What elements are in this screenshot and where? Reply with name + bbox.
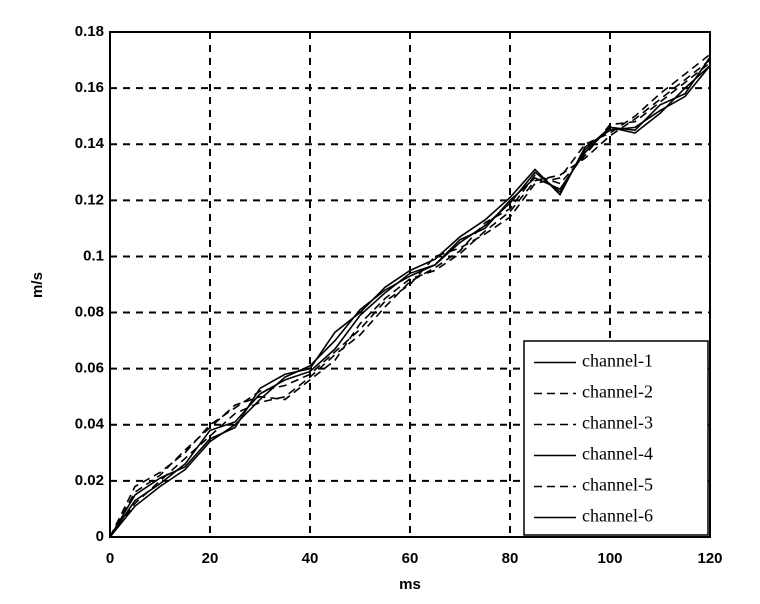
x-tick-label: 60 [402,550,419,567]
y-tick-label: 0.04 [75,416,105,433]
y-tick-label: 0.1 [83,247,104,264]
x-axis-label: ms [399,576,421,593]
series-line [109,65,711,538]
legend-label: channel-2 [582,382,653,402]
legend-box [523,340,709,536]
series-line [109,65,711,538]
legend-label: channel-3 [582,413,653,433]
y-tick-label: 0 [96,528,104,545]
series-line [109,62,711,538]
x-tick-label: 40 [302,550,319,567]
y-tick-label: 0.12 [75,191,104,208]
y-tick-label: 0.06 [75,360,104,377]
legend-label: channel-4 [582,444,653,464]
legend-label: channel-6 [582,506,653,526]
y-axis-label: m/s [29,272,46,298]
y-tick-label: 0.02 [75,472,104,489]
y-tick-label: 0.14 [75,135,105,152]
y-tick-label: 0.08 [75,304,104,321]
x-tick-label: 80 [502,550,519,567]
legend-label: channel-5 [582,475,653,495]
plot-frame [109,31,711,538]
y-tick-label: 0.18 [75,23,104,40]
series-line [109,59,711,538]
y-tick-label: 0.16 [75,79,104,96]
legend-label: channel-1 [582,351,653,371]
x-tick-label: 20 [202,550,219,567]
x-tick-label: 120 [697,550,722,567]
x-tick-label: 0 [106,550,114,567]
x-tick-label: 100 [597,550,622,567]
